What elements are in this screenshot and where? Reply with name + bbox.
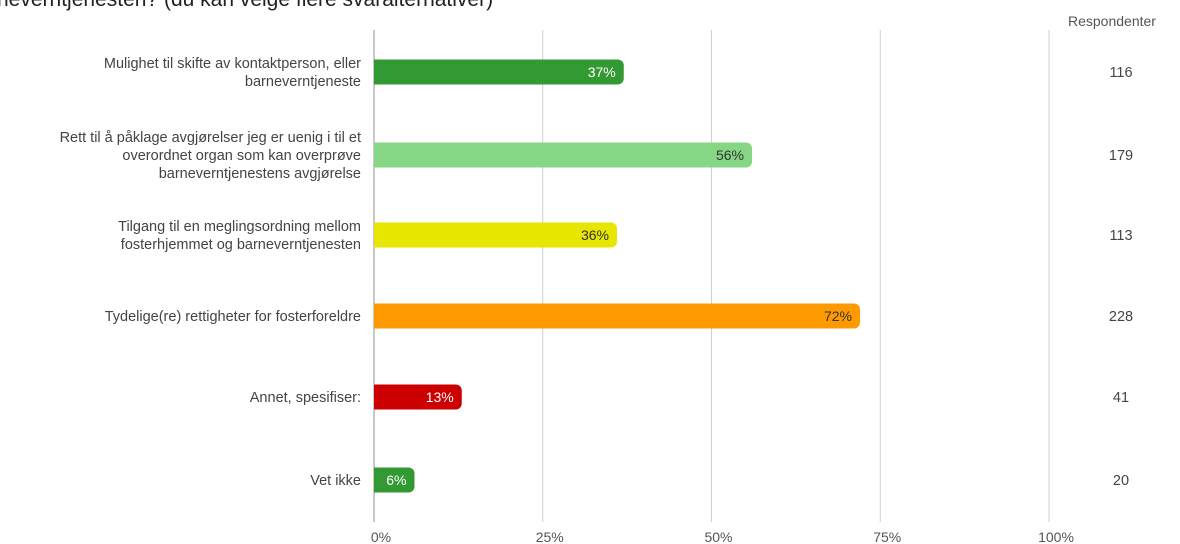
bar-left-edge xyxy=(374,303,382,329)
grid-layer xyxy=(373,30,1050,522)
category-label-line: barneverntjeneste xyxy=(245,74,361,90)
category-label: Rett til å påklage avgjørelser jeg er ue… xyxy=(60,130,361,182)
bar-layer xyxy=(374,59,860,493)
bar-value-label: 56% xyxy=(716,147,744,163)
respondent-count: 41 xyxy=(1113,390,1129,406)
bar-left-edge xyxy=(374,222,382,248)
category-label: Mulighet til skifte av kontaktperson, el… xyxy=(104,56,361,90)
respondents-header: Respondenter xyxy=(1068,13,1156,29)
bar-left-edge xyxy=(374,59,382,85)
category-label-line: Rett til å påklage avgjørelser jeg er ue… xyxy=(60,130,361,146)
bar xyxy=(374,303,860,329)
category-label-line: Mulighet til skifte av kontaktperson, el… xyxy=(104,56,361,72)
category-label-line: fosterhjemmet og barneverntjenesten xyxy=(121,237,361,253)
x-tick-label: 25% xyxy=(536,529,564,544)
bar-value-label: 6% xyxy=(386,472,406,488)
bar-left-edge xyxy=(374,467,382,493)
bar-left-edge xyxy=(374,384,382,410)
respondent-count: 113 xyxy=(1109,228,1132,244)
bar-value-label: 13% xyxy=(426,389,454,405)
category-label-line: Tilgang til en meglingsordning mellom xyxy=(118,219,361,235)
category-label-line: Annet, spesifiser: xyxy=(250,390,361,406)
bar-value-label: 72% xyxy=(824,308,852,324)
bar-value-label: 36% xyxy=(581,227,609,243)
category-label: Vet ikke xyxy=(310,473,361,489)
x-tick-label: 75% xyxy=(873,529,901,544)
category-label-line: Tydelige(re) rettigheter for fosterforel… xyxy=(105,309,361,325)
chart-title: rneverntjenesten? (du kan velge flere sv… xyxy=(0,0,493,12)
x-tick-label: 50% xyxy=(704,529,732,544)
bar xyxy=(374,222,617,248)
label-layer: 0% 25% 50% 75% 100% 37% Mulighet til skifte av… xyxy=(60,56,1134,544)
category-label-line: Vet ikke xyxy=(310,473,361,489)
bar xyxy=(374,467,415,493)
bar-left-edge xyxy=(374,142,382,168)
respondent-count: 228 xyxy=(1109,309,1133,325)
respondent-count: 20 xyxy=(1113,473,1129,489)
category-label: Tilgang til en meglingsordning mellom fos… xyxy=(118,219,361,253)
x-tick-label: 0% xyxy=(371,529,391,544)
category-label: Tydelige(re) rettigheter for fosterforel… xyxy=(105,309,361,325)
bar xyxy=(374,142,752,168)
category-label-line: barneverntjenestens avgjørelse xyxy=(159,166,361,182)
category-label-line: overordnet organ som kan overprøve xyxy=(122,148,361,164)
bar xyxy=(374,59,624,85)
respondent-count: 179 xyxy=(1109,148,1133,164)
x-tick-label: 100% xyxy=(1038,529,1074,544)
category-label: Annet, spesifiser: xyxy=(250,390,361,406)
bar xyxy=(374,384,462,410)
respondent-count: 116 xyxy=(1109,65,1132,81)
bar-value-label: 37% xyxy=(588,64,616,80)
